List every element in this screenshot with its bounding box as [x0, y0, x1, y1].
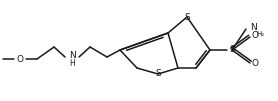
Text: H: H — [69, 59, 75, 68]
Text: O: O — [252, 59, 259, 68]
Text: S: S — [229, 45, 235, 55]
Text: O: O — [16, 55, 24, 64]
Text: N: N — [69, 52, 75, 60]
Text: H₂: H₂ — [256, 31, 264, 37]
Text: S: S — [155, 69, 161, 78]
Text: S: S — [184, 13, 190, 22]
Text: O: O — [252, 32, 259, 41]
Text: N: N — [250, 24, 257, 33]
